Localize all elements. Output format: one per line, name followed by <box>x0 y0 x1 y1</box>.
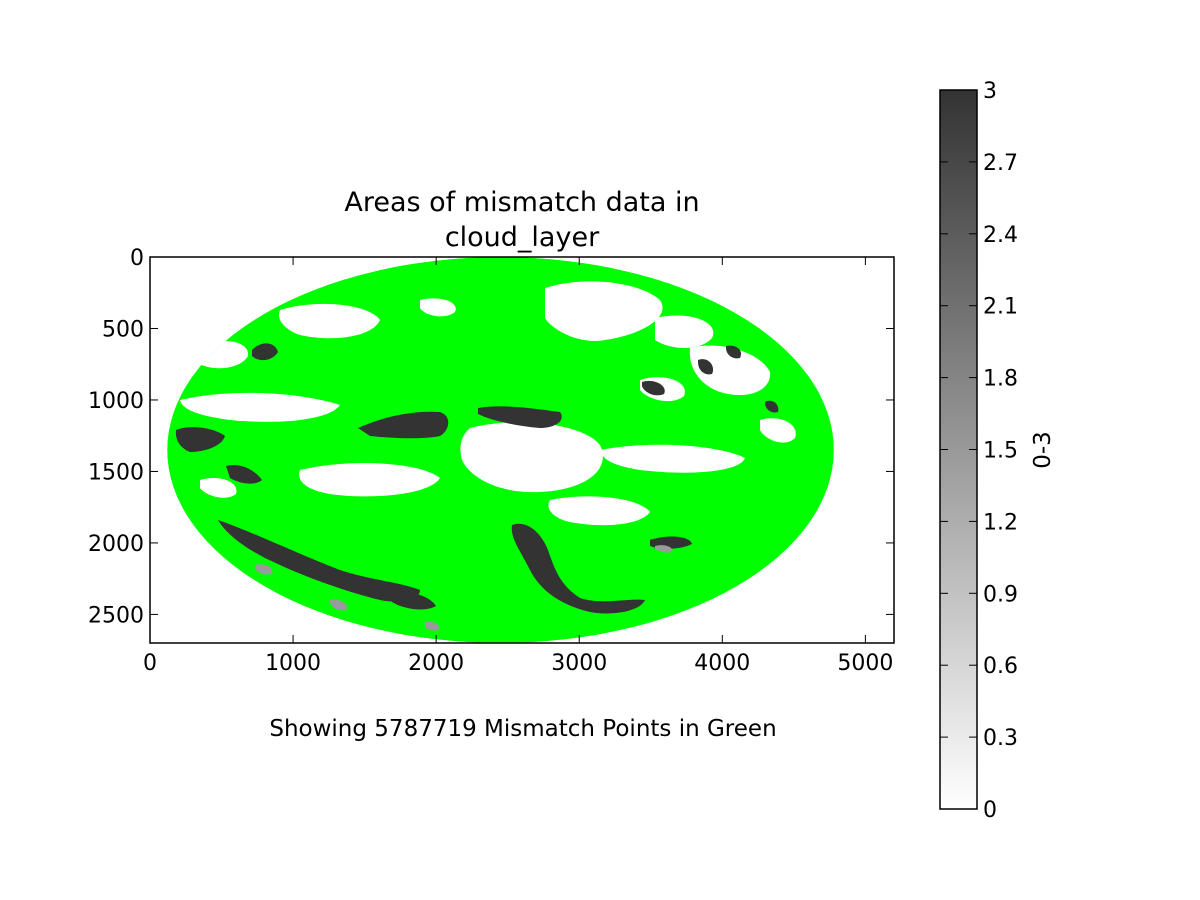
cloud-patch-6 <box>642 380 665 396</box>
cloud-patch-9 <box>765 400 779 413</box>
y-tick-label: 2500 <box>88 603 144 628</box>
cloud-patch-1 <box>358 411 449 439</box>
chart-title-line-1: Areas of mismatch data in <box>344 187 699 218</box>
x-tick-label: 5000 <box>837 651 893 676</box>
y-tick-label: 2000 <box>88 532 144 557</box>
mid-cloud-patch-2 <box>330 599 347 611</box>
y-tick-label: 500 <box>102 317 144 342</box>
cloud-patch-8 <box>726 345 742 359</box>
mid-cloud-patch-3 <box>424 621 440 631</box>
clear-sky-patches <box>180 281 796 526</box>
x-tick-label: 3000 <box>551 651 607 676</box>
plot-frame <box>149 256 895 644</box>
colorbar-tick-label: 0 <box>983 798 997 823</box>
clear-patch-small-1 <box>420 298 456 317</box>
mid-cloud-patch-1 <box>255 564 273 575</box>
mid-cloud-patch-4 <box>655 545 673 553</box>
y-tick-label: 1000 <box>88 389 144 414</box>
cloud-patch-4 <box>226 464 262 484</box>
y-axis: 0 500 1000 1500 2000 2500 <box>88 246 894 628</box>
colorbar-label: 0-3 <box>1030 431 1056 469</box>
cloud-patch-south-central <box>511 523 645 614</box>
colorbar-tick-label: 1.5 <box>983 439 1018 464</box>
clear-patch-north-east <box>655 315 714 348</box>
cloud-patch-5 <box>252 343 278 361</box>
y-tick-label: 0 <box>130 246 144 271</box>
x-tick-label: 4000 <box>694 651 750 676</box>
x-axis-caption: Showing 5787719 Mismatch Points in Green <box>269 716 776 742</box>
colorbar-tick-label: 2.4 <box>983 223 1018 248</box>
colorbar: 0 0.3 0.6 0.9 1.2 1.5 1.8 2.1 2.4 2.7 3 0-3 <box>939 79 1056 823</box>
cloud-patch-south-west-band <box>218 520 420 602</box>
colorbar-tick-label: 1.8 <box>983 367 1018 392</box>
clear-patch-small-3 <box>200 477 237 498</box>
clear-patch-east <box>689 345 771 396</box>
colorbar-tick-label: 2.7 <box>983 151 1018 176</box>
colorbar-tick-label: 2.1 <box>983 295 1018 320</box>
cloud-patch-7 <box>698 359 714 375</box>
x-tick-label: 2000 <box>408 651 464 676</box>
y-tick-label: 1500 <box>88 460 144 485</box>
thick-cloud-patches <box>175 343 779 614</box>
cloud-patch-south-small <box>390 591 436 610</box>
x-tick-label: 1000 <box>265 651 321 676</box>
colorbar-tick-label: 3 <box>983 79 997 104</box>
clear-patch-north-pacific <box>545 281 663 341</box>
clear-patch-northwest <box>279 303 380 339</box>
colorbar-ticks: 0 0.3 0.6 0.9 1.2 1.5 1.8 2.1 2.4 2.7 3 <box>940 79 1018 823</box>
earth-disk-image <box>167 257 834 643</box>
mid-cloud-patches <box>255 545 673 631</box>
colorbar-tick-label: 0.3 <box>983 726 1018 751</box>
chart-title-line-2: cloud_layer <box>445 222 600 253</box>
colorbar-tick-label: 1.2 <box>983 510 1018 535</box>
cloud-patch-2 <box>478 406 562 428</box>
x-axis: 0 1000 2000 3000 4000 5000 <box>143 257 893 676</box>
clear-patch-southwest <box>299 463 440 497</box>
plot-area <box>150 257 894 643</box>
colorbar-tick-label: 0.6 <box>983 654 1018 679</box>
clear-patch-south <box>548 496 650 526</box>
cloud-patch-3 <box>175 427 225 452</box>
clear-patch-small-2 <box>760 418 796 443</box>
colorbar-tick-label: 0.9 <box>983 582 1018 607</box>
clear-patch-central-east <box>600 444 745 473</box>
clear-patch-central <box>460 422 603 493</box>
x-tick-label: 0 <box>143 651 157 676</box>
clear-patch-west-band <box>180 392 340 422</box>
